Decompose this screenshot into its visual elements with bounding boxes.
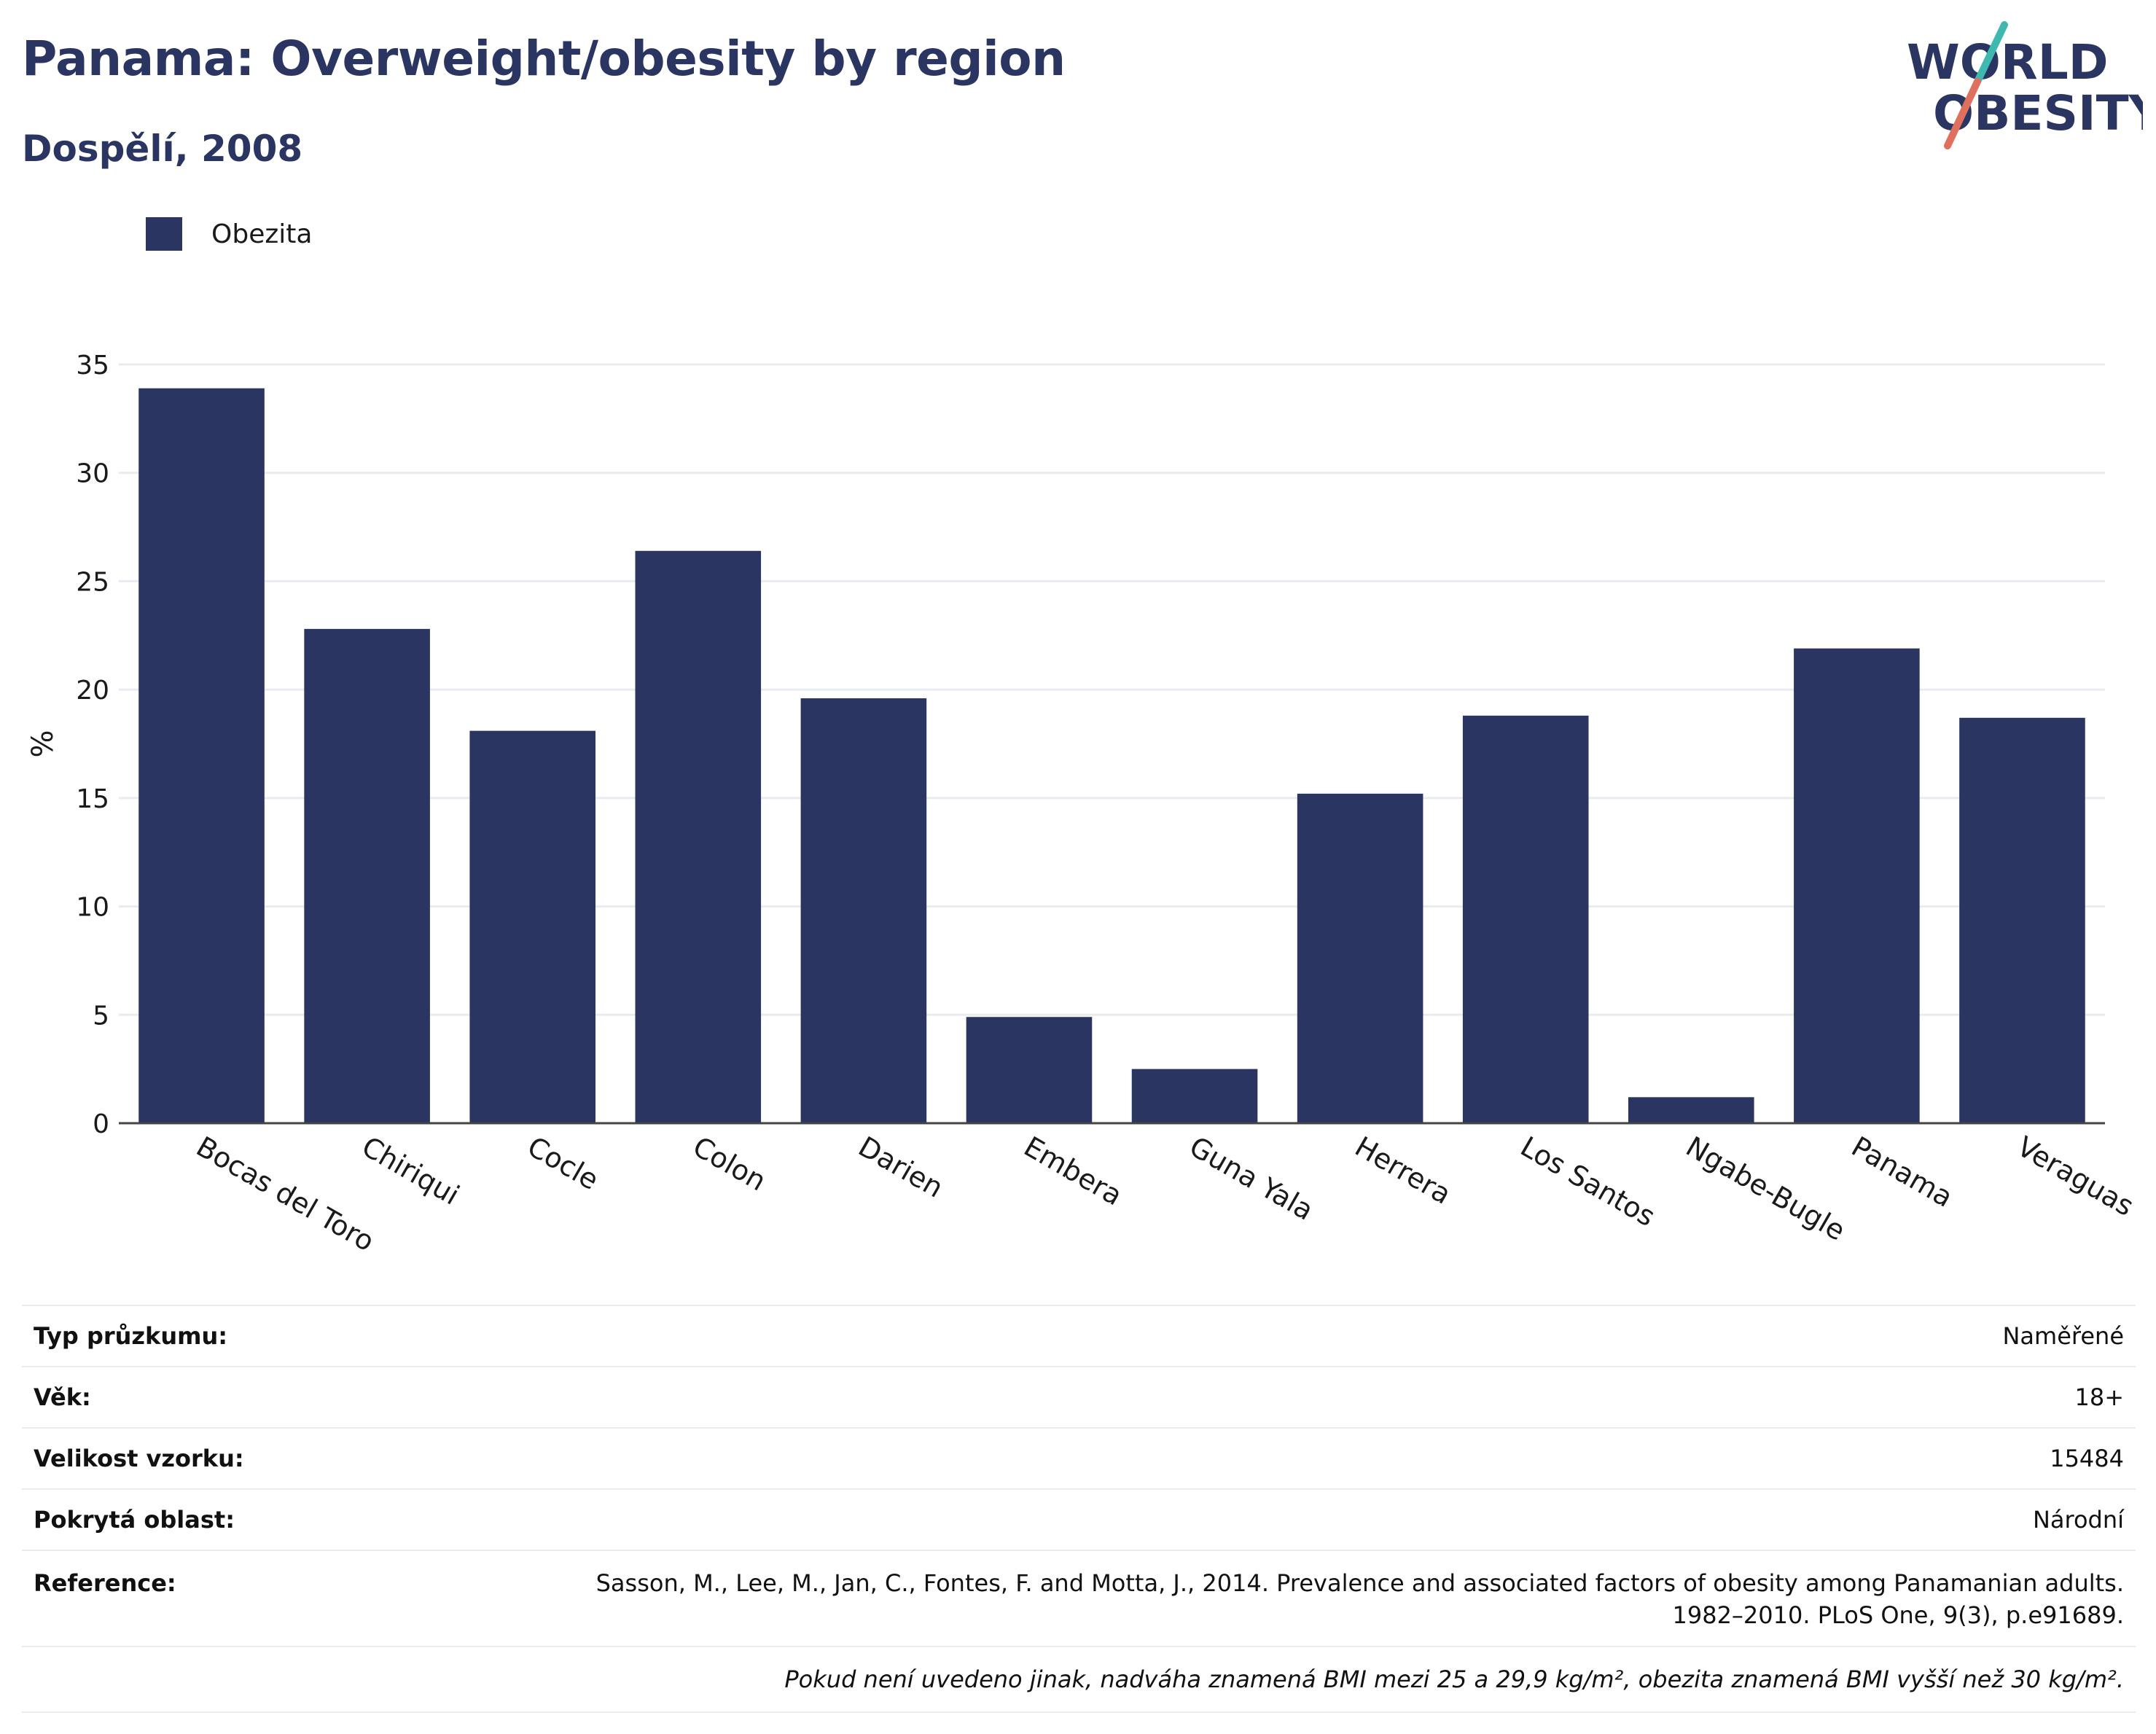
info-row-survey-type: Typ průzkumu: Naměřené: [22, 1305, 2136, 1367]
info-label: Velikost vzorku:: [22, 1427, 483, 1489]
info-row-area-covered: Pokrytá oblast: Národní: [22, 1488, 2136, 1550]
info-value: 18+: [483, 1366, 2136, 1428]
y-tick-label: 35: [76, 351, 109, 380]
reference-line-1: Sasson, M., Lee, M., Jan, C., Fontes, F.…: [595, 1569, 2124, 1597]
info-row-reference: Reference: Sasson, M., Lee, M., Jan, C.,…: [22, 1550, 2136, 1647]
x-tick-label: Panama: [1846, 1130, 1958, 1214]
x-tick-label: Chiriqui: [356, 1130, 465, 1211]
bar: [635, 550, 762, 1123]
survey-info-table: Typ průzkumu: Naměřené Věk: 18+ Velikost…: [22, 1305, 2136, 1713]
bar: [1628, 1097, 1754, 1123]
y-tick-label: 25: [76, 567, 109, 597]
x-tick-label: Darien: [853, 1130, 948, 1204]
info-value: 15484: [483, 1427, 2136, 1489]
info-label: Pokrytá oblast:: [22, 1488, 483, 1550]
y-axis-label: %: [26, 730, 60, 757]
bmi-definition-note: Pokud není uvedeno jinak, nadváha znamen…: [22, 1646, 2136, 1713]
bar: [1462, 715, 1589, 1123]
legend-swatch-obezita: [146, 217, 182, 251]
x-tick-label: Colon: [687, 1130, 771, 1198]
x-tick-label: Los Santos: [1515, 1130, 1661, 1233]
reference-line-2: 1982–2010. PLoS One, 9(3), p.e91689.: [1672, 1601, 2124, 1629]
reference-text: Sasson, M., Lee, M., Jan, C., Fontes, F.…: [483, 1550, 2136, 1647]
info-value: Národní: [483, 1488, 2136, 1550]
logo-word-world: WORLD: [1907, 34, 2109, 90]
info-label: Typ průzkumu:: [22, 1305, 483, 1367]
x-tick-label: Veraguas: [2012, 1130, 2139, 1222]
bar: [138, 388, 265, 1123]
x-tick-label: Bocas del Toro: [191, 1130, 380, 1258]
bar: [469, 730, 595, 1123]
bar: [304, 628, 430, 1123]
y-tick-label: 10: [76, 893, 109, 923]
bar: [1131, 1069, 1258, 1123]
bar: [966, 1017, 1093, 1123]
world-obesity-logo: WORLD OBESITY: [1907, 21, 2143, 149]
legend: Obezita: [146, 217, 312, 251]
bar: [800, 698, 927, 1123]
y-tick-label: 20: [76, 676, 109, 706]
x-tick-label: Guna Yala: [1184, 1130, 1319, 1227]
y-tick-label: 5: [93, 1001, 109, 1031]
x-tick-label: Cocle: [522, 1130, 604, 1196]
x-tick-label: Embera: [1018, 1130, 1128, 1212]
chart-subtitle: Dospělí, 2008: [22, 128, 303, 170]
y-tick-label: 0: [93, 1109, 109, 1139]
x-tick-label: Ngabe-Bugle: [1681, 1130, 1851, 1247]
logo-slash-bottom: [1944, 78, 1981, 149]
info-row-note: Pokud není uvedeno jinak, nadváha znamen…: [22, 1646, 2136, 1713]
bar: [1297, 793, 1423, 1123]
y-tick-label: 15: [76, 784, 109, 814]
legend-label-obezita: Obezita: [211, 219, 313, 249]
info-row-age: Věk: 18+: [22, 1366, 2136, 1428]
info-value: Naměřené: [483, 1305, 2136, 1367]
bar: [1794, 648, 1920, 1123]
bar: [1959, 717, 2085, 1123]
chart-title: Panama: Overweight/obesity by region: [22, 31, 1066, 87]
logo-slash-top: [1974, 21, 2008, 85]
info-label: Reference:: [22, 1550, 483, 1647]
x-tick-label: Herrera: [1350, 1130, 1457, 1211]
info-label: Věk:: [22, 1366, 483, 1428]
y-tick-label: 30: [76, 459, 109, 489]
info-row-sample-size: Velikost vzorku: 15484: [22, 1427, 2136, 1489]
